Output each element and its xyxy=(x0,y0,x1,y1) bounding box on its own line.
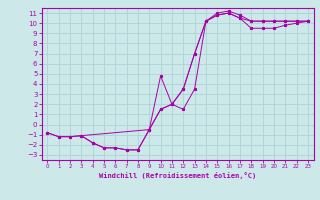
X-axis label: Windchill (Refroidissement éolien,°C): Windchill (Refroidissement éolien,°C) xyxy=(99,172,256,179)
